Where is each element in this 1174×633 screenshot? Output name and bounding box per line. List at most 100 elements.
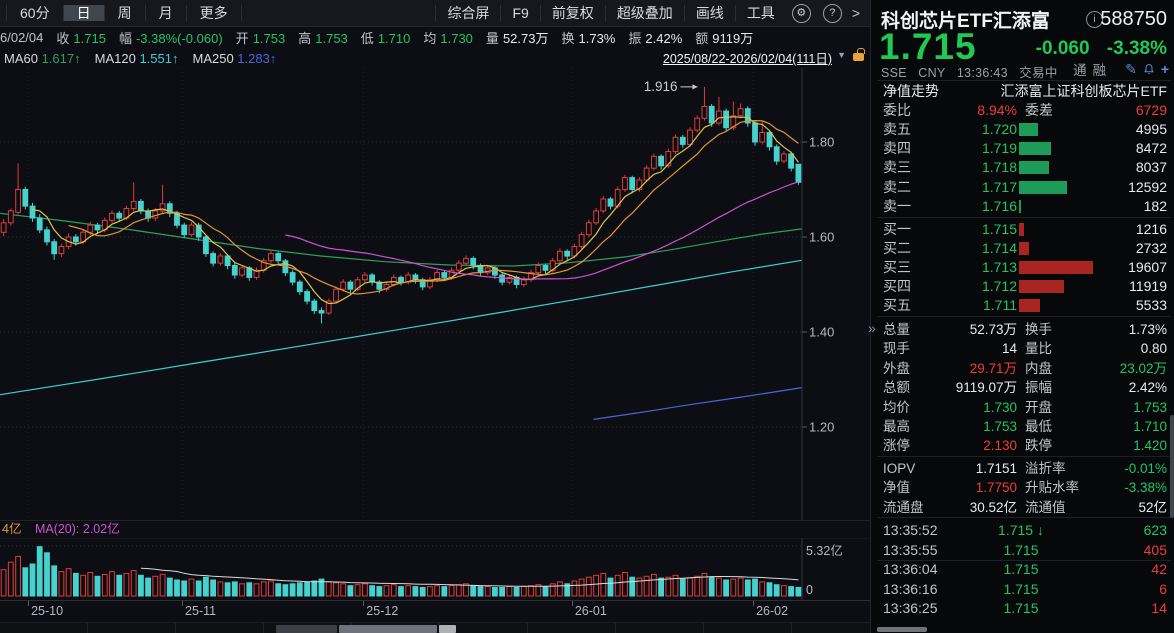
candle-down bbox=[744, 108, 751, 124]
lock-icon[interactable] bbox=[853, 48, 865, 61]
volume-bar-up bbox=[87, 572, 94, 597]
tab-月[interactable]: 月 bbox=[145, 5, 187, 21]
candle-down bbox=[116, 212, 123, 219]
candle-up bbox=[253, 269, 260, 278]
stat-label: 均价 bbox=[883, 399, 910, 415]
depth-row-买四[interactable]: 买四 1.712 11919 bbox=[871, 277, 1174, 296]
depth-price[interactable]: 1.719 bbox=[981, 140, 1017, 157]
add-plus-icon[interactable]: + bbox=[1160, 61, 1169, 77]
candle-up bbox=[737, 108, 744, 117]
scrollbar-handle[interactable] bbox=[439, 625, 456, 633]
alert-bell-icon[interactable] bbox=[1143, 62, 1155, 76]
depth-row-卖四[interactable]: 卖四 1.719 8472 bbox=[871, 139, 1174, 158]
nav-trend-label[interactable]: 净值走势 bbox=[883, 83, 939, 99]
volume-bar-down bbox=[441, 586, 448, 597]
chevron-down-icon[interactable]: ▼ bbox=[837, 50, 846, 60]
tab-更多[interactable]: 更多 bbox=[186, 5, 242, 21]
stat-量: 量 52.73万 bbox=[486, 31, 549, 46]
scrollbar-thumb[interactable] bbox=[276, 625, 337, 633]
tool-工具[interactable]: 工具 bbox=[734, 5, 786, 21]
nav-row[interactable]: 净值走势 汇添富上证科创板芯片ETF bbox=[871, 82, 1174, 101]
candle-up bbox=[333, 288, 339, 302]
volume-bar-up bbox=[585, 576, 592, 597]
price-tick-label: 1.20 bbox=[809, 420, 834, 435]
help-icon[interactable]: ? bbox=[822, 3, 842, 23]
depth-qty: 182 bbox=[1143, 197, 1167, 214]
volume-bar-up bbox=[15, 556, 21, 597]
chart-horizontal-scrollbar[interactable] bbox=[0, 622, 870, 633]
volume-bar-down bbox=[658, 577, 665, 597]
panel-collapse-icon[interactable]: » bbox=[868, 320, 876, 336]
edit-pencil-icon[interactable]: ✎ bbox=[1125, 60, 1137, 77]
volume-bar-down bbox=[542, 586, 549, 597]
ma-label: MA120 bbox=[94, 50, 140, 66]
stat-开: 开 1.753 bbox=[236, 31, 286, 46]
stat-label: 涨停 bbox=[883, 438, 910, 454]
candle-down bbox=[773, 146, 780, 162]
candle-down bbox=[166, 203, 173, 214]
bar-date: 6/02/04 bbox=[0, 30, 44, 45]
tool-超级叠加[interactable]: 超级叠加 bbox=[604, 5, 684, 21]
depth-price[interactable]: 1.712 bbox=[981, 278, 1017, 295]
depth-bar-bid bbox=[1019, 299, 1040, 313]
depth-price[interactable]: 1.716 bbox=[981, 197, 1017, 214]
panel-vertical-scrollbar[interactable] bbox=[1170, 415, 1174, 518]
candle-down bbox=[195, 224, 202, 238]
volume-bar-down bbox=[311, 580, 318, 597]
depth-row-买一[interactable]: 买一 1.715 1216 bbox=[871, 220, 1174, 239]
depth-row-买五[interactable]: 买五 1.711 5533 bbox=[871, 296, 1174, 315]
candle-down bbox=[210, 253, 216, 264]
date-range-selector[interactable]: 2025/08/22-2026/02/04(111日) bbox=[662, 52, 832, 66]
volume-ma20-label: MA(20): 2.02亿 bbox=[34, 522, 120, 536]
depth-price[interactable]: 1.720 bbox=[981, 121, 1017, 137]
info-icon[interactable]: i bbox=[1086, 11, 1103, 28]
volume-bar-down bbox=[470, 585, 477, 597]
candlestick-chart[interactable]: 1.80 1.60 1.40 1.20 1.916 bbox=[0, 68, 870, 520]
volume-bar-down bbox=[788, 586, 795, 597]
scrollbar-thumb[interactable] bbox=[339, 625, 437, 633]
stat-value: 52.73万 bbox=[969, 322, 1017, 337]
stat-value: 2.130 bbox=[983, 438, 1017, 454]
depth-divider bbox=[877, 217, 1171, 218]
volume-bar-up bbox=[159, 573, 166, 597]
toolbar-expand-icon[interactable]: > bbox=[851, 5, 860, 21]
candle-down bbox=[174, 212, 180, 226]
tab-60分[interactable]: 60分 bbox=[6, 5, 64, 21]
volume-bar-down bbox=[773, 584, 780, 597]
depth-price[interactable]: 1.718 bbox=[981, 159, 1017, 176]
depth-row-买二[interactable]: 买二 1.714 2732 bbox=[871, 239, 1174, 258]
depth-row-卖二[interactable]: 卖二 1.717 12592 bbox=[871, 178, 1174, 197]
tab-日[interactable]: 日 bbox=[63, 5, 105, 21]
depth-price[interactable]: 1.714 bbox=[981, 239, 1017, 256]
peak-arrow-head bbox=[692, 84, 698, 90]
depth-qty: 11919 bbox=[1129, 278, 1167, 295]
depth-price[interactable]: 1.713 bbox=[981, 258, 1017, 275]
depth-row-卖五[interactable]: 卖五 1.720 4995 bbox=[871, 120, 1174, 139]
depth-bar-bid bbox=[1019, 241, 1029, 255]
depth-bar-bid bbox=[1019, 222, 1024, 236]
depth-bar-ask bbox=[1019, 161, 1049, 175]
panel-horizontal-scrollbar[interactable] bbox=[877, 627, 927, 632]
quote-time: 13:36:43 bbox=[956, 66, 1008, 80]
settings-gear-icon[interactable]: ⚙ bbox=[791, 3, 811, 23]
tool-画线[interactable]: 画线 bbox=[683, 5, 735, 21]
depth-price[interactable]: 1.711 bbox=[983, 297, 1017, 314]
depth-row-买三[interactable]: 买三 1.713 19607 bbox=[871, 258, 1174, 277]
stat-换: 换 1.73% bbox=[561, 31, 615, 46]
trade-time: 13:36:04 bbox=[883, 561, 938, 578]
volume-bar-up bbox=[390, 584, 397, 597]
trade-qty: 405 bbox=[1143, 541, 1167, 558]
tool-前复权[interactable]: 前复权 bbox=[539, 5, 605, 21]
depth-row-卖一[interactable]: 卖一 1.716 182 bbox=[871, 197, 1174, 216]
volume-axis-max: 5.32亿 bbox=[806, 544, 843, 558]
volume-bar-down bbox=[347, 585, 354, 597]
tool-F9[interactable]: F9 bbox=[500, 5, 540, 21]
depth-row-卖三[interactable]: 卖三 1.718 8037 bbox=[871, 158, 1174, 177]
tool-综合屏[interactable]: 综合屏 bbox=[435, 5, 501, 21]
candle-down bbox=[275, 253, 282, 262]
volume-chart[interactable] bbox=[0, 538, 870, 600]
depth-price[interactable]: 1.715 bbox=[981, 220, 1017, 237]
tab-周[interactable]: 周 bbox=[104, 5, 146, 21]
depth-price[interactable]: 1.717 bbox=[981, 178, 1017, 195]
trade-qty: 6 bbox=[1159, 580, 1167, 597]
